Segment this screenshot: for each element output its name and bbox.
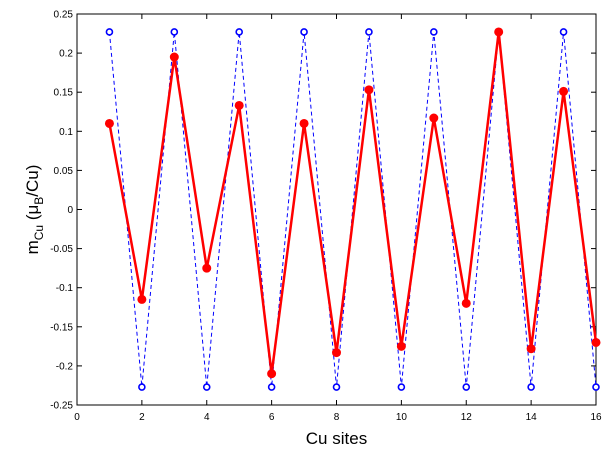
data-point	[461, 298, 471, 308]
data-point	[169, 52, 179, 62]
data-point	[300, 28, 308, 36]
data-point	[429, 113, 439, 123]
y-tick-label: 0.15	[54, 88, 74, 99]
x-tick-label: 4	[204, 412, 210, 423]
data-point	[591, 337, 601, 347]
x-tick-label: 12	[461, 412, 473, 423]
y-tick-label: 0.1	[59, 127, 73, 138]
x-tick-label: 6	[269, 412, 275, 423]
data-point	[494, 27, 504, 37]
x-axis-title: Cu sites	[306, 429, 367, 448]
x-tick-label: 14	[526, 412, 538, 423]
x-tick-label: 10	[396, 412, 408, 423]
series-0	[105, 28, 600, 391]
data-point	[364, 85, 374, 95]
data-point	[267, 369, 277, 379]
y-tick-label: -0.05	[50, 244, 73, 255]
data-point	[105, 28, 114, 36]
series-line	[108, 31, 597, 388]
y-axis-title-end: /Cu)	[23, 165, 42, 197]
data-point	[267, 383, 276, 391]
y-tick-label: -0.2	[56, 361, 74, 372]
data-point	[365, 28, 373, 36]
y-axis-title-main: m	[23, 240, 42, 254]
series-1	[104, 27, 601, 379]
data-point	[234, 100, 244, 110]
x-tick-label: 2	[139, 412, 145, 423]
data-point	[235, 28, 243, 36]
data-point	[559, 86, 569, 96]
y-axis-title: mCu (μB/Cu)	[23, 165, 46, 255]
data-point	[332, 348, 341, 358]
y-tick-label: 0	[67, 205, 73, 216]
data-point	[138, 383, 146, 391]
y-tick-label: 0.05	[54, 166, 74, 177]
y-tick-label: 0.25	[54, 10, 74, 21]
data-point	[592, 383, 600, 391]
data-point	[299, 118, 309, 128]
x-tick-label: 16	[590, 412, 602, 423]
y-axis-title-sub2: B	[32, 197, 46, 205]
y-axis-title-mid: (μ	[23, 205, 42, 225]
x-tick-label: 8	[334, 412, 340, 423]
data-point	[462, 383, 471, 391]
x-tick-label: 0	[74, 412, 80, 423]
y-tick-label: -0.25	[50, 401, 73, 412]
data-point	[559, 28, 568, 36]
plot-area	[76, 13, 597, 406]
series-layer	[104, 27, 601, 391]
y-tick-label: 0.2	[59, 49, 73, 60]
series-line	[108, 31, 598, 374]
data-point	[202, 383, 211, 391]
data-point	[527, 383, 535, 391]
y-axis-title-sub: Cu	[32, 225, 46, 240]
data-point	[332, 383, 341, 391]
data-point	[202, 263, 212, 273]
data-point	[137, 294, 147, 304]
data-point	[396, 341, 406, 351]
data-point	[170, 28, 179, 36]
data-point	[104, 118, 114, 128]
axis-ticks: 0 2 4 6 8 10 12 14 16 -0.25 -0.2 -0.15 -0.1 -0.05 0 0.0…	[50, 10, 602, 424]
y-tick-label: -0.1	[56, 283, 74, 294]
data-point	[526, 344, 536, 354]
data-point	[430, 28, 438, 36]
y-tick-label: -0.15	[50, 322, 73, 333]
data-point	[397, 383, 406, 391]
